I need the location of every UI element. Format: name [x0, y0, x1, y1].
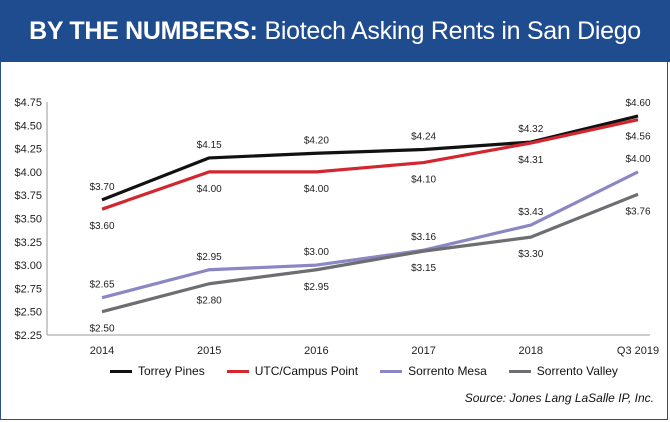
data-label: $2.95: [304, 282, 329, 293]
data-label: $2.50: [89, 324, 114, 335]
series-lines: [101, 114, 639, 314]
y-tick-label: $4.50: [14, 120, 42, 132]
title-banner: BY THE NUMBERS: Biotech Asking Rents in …: [0, 0, 670, 62]
data-label: $3.30: [518, 249, 543, 260]
y-tick-label: $3.00: [14, 260, 42, 272]
data-label: $4.10: [411, 175, 436, 186]
y-tick-label: $3.75: [14, 190, 42, 202]
data-label: $3.43: [518, 207, 543, 218]
legend-label: Torrey Pines: [138, 364, 205, 378]
line-chart: $2.25 $2.50 $2.75 $3.00 $3.25 $3.50 $3.75 $4.00…: [14, 97, 659, 357]
y-tick-label: $4.75: [14, 97, 42, 109]
data-label: $4.00: [197, 184, 222, 195]
data-label: $4.56: [625, 132, 650, 143]
legend-item: Torrey Pines: [110, 364, 205, 378]
x-tick-label: 2017: [411, 345, 435, 357]
legend-label: Sorrento Mesa: [408, 364, 487, 378]
data-label: $3.76: [625, 206, 650, 217]
legend-label: UTC/Campus Point: [254, 364, 359, 378]
title-bold: BY THE NUMBERS:: [29, 16, 258, 45]
y-tick-label: $4.25: [14, 144, 42, 156]
series-line-sorrento-valley: [101, 192, 639, 314]
series-line-utc-campus-point: [101, 118, 639, 211]
data-label: $3.16: [411, 232, 436, 243]
data-label: $4.31: [518, 155, 543, 166]
data-label: $4.24: [411, 132, 436, 143]
data-label: $2.95: [197, 252, 222, 263]
data-label: $2.65: [89, 280, 114, 291]
y-tick-label: $4.00: [14, 167, 42, 179]
legend-item: UTC/Campus Point: [226, 364, 359, 378]
axes: $2.25 $2.50 $2.75 $3.00 $3.25 $3.50 $3.75 $4.00…: [14, 97, 659, 357]
legend-label: Sorrento Valley: [536, 364, 618, 378]
legend-swatch: [110, 369, 132, 373]
legend-swatch: [508, 369, 531, 373]
data-label: $3.00: [304, 247, 329, 258]
legend-swatch: [380, 369, 403, 373]
data-label: $2.80: [197, 296, 222, 307]
series-line-sorrento-mesa: [101, 170, 639, 300]
x-tick-label: 2015: [197, 345, 221, 357]
data-label: $4.32: [518, 124, 543, 135]
y-tick-label: $3.25: [14, 237, 42, 249]
y-tick-label: $2.25: [14, 330, 42, 342]
x-tick-label: 2014: [90, 345, 114, 357]
series-line-torrey-pines: [101, 114, 639, 202]
legend-item: Sorrento Mesa: [380, 364, 487, 378]
legend: Torrey Pines UTC/Campus Point Sorrento Mes…: [110, 364, 640, 378]
legend-item: Sorrento Valley: [508, 364, 618, 378]
data-label: $4.15: [197, 140, 222, 151]
x-tick-label: 2018: [519, 345, 543, 357]
data-label: $3.15: [411, 263, 436, 274]
y-tick-label: $2.50: [14, 307, 42, 319]
data-label: $3.70: [89, 182, 114, 193]
data-label: $4.00: [625, 154, 650, 165]
data-labels: $3.70 $4.15 $4.20 $4.24 $4.32 $4.60 $3.60 $4.00…: [89, 98, 650, 335]
data-label: $4.00: [304, 184, 329, 195]
x-tick-label: 2016: [304, 345, 328, 357]
legend-swatch: [226, 369, 249, 373]
data-label: $3.60: [89, 221, 114, 232]
data-label: $4.60: [625, 98, 650, 109]
y-tick-label: $2.75: [14, 283, 42, 295]
source-note: Source: Jones Lang LaSalle IP, Inc.: [464, 391, 654, 405]
x-tick-label: Q3 2019: [617, 345, 659, 357]
data-label: $4.20: [304, 135, 329, 146]
title-rest: Biotech Asking Rents in San Diego: [264, 16, 641, 45]
y-tick-label: $3.50: [14, 214, 42, 226]
